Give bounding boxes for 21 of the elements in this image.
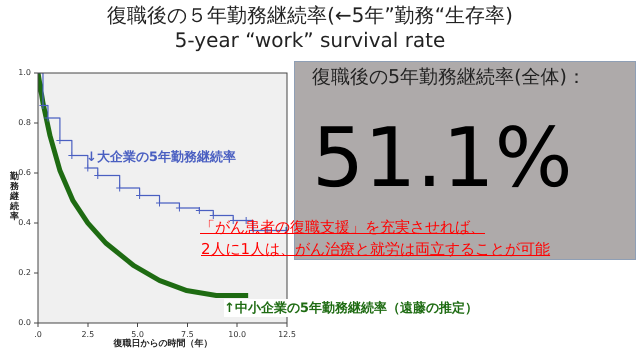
chart-title: 復職後の５年勤務継続率(←5年”勤務“生存率) bbox=[106, 2, 514, 29]
y-tick-label: 1.0 bbox=[18, 68, 31, 78]
y-tick-label: 0.4 bbox=[18, 218, 31, 228]
y-tick-label: 0.6 bbox=[18, 168, 31, 178]
x-tick-label: 2.5 bbox=[81, 330, 94, 339]
x-tick-label: 10.0 bbox=[228, 330, 246, 339]
text: 復職後の5年勤務継続率(全体)： bbox=[312, 65, 586, 90]
series-label: ↓大企業の5年勤務継続率 bbox=[86, 148, 236, 166]
series-label: ↑中小企業の5年勤務継続率（遠藤の推定） bbox=[224, 299, 478, 317]
x-tick-label: 7.5 bbox=[181, 330, 194, 339]
y-tick-label: 0.2 bbox=[18, 268, 31, 278]
y-tick-label: 0.8 bbox=[18, 118, 31, 128]
y-tick-label: 0.0 bbox=[18, 318, 31, 328]
x-axis-title: 復職日からの時間（年） bbox=[112, 338, 214, 350]
x-tick-label: 5.0 bbox=[131, 330, 144, 339]
x-tick-label: .0 bbox=[34, 330, 42, 339]
annotation: 2人に1人は、がん治療と就労は両立することが可能 bbox=[201, 240, 550, 259]
y-axis-title: 勤務継続率 bbox=[9, 172, 19, 222]
x-tick-label: 12.5 bbox=[278, 330, 296, 339]
text: 51.1% bbox=[312, 111, 572, 206]
chart-subtitle: 5-year “work” survival rate bbox=[174, 28, 446, 52]
